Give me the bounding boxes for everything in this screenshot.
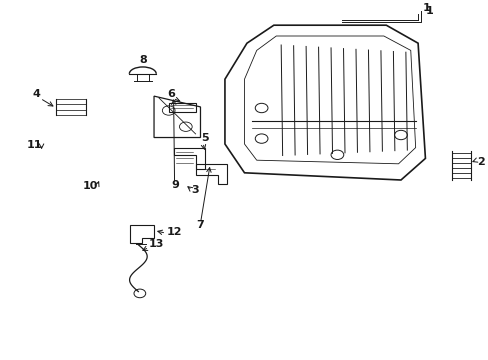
Text: 9: 9 [171, 180, 179, 190]
Text: 1: 1 [425, 6, 432, 16]
Text: 7: 7 [196, 220, 204, 230]
Text: 2: 2 [476, 157, 484, 167]
Text: 1: 1 [422, 3, 430, 13]
Text: 12: 12 [166, 227, 182, 237]
Text: 5: 5 [201, 133, 209, 143]
Text: 11: 11 [26, 140, 42, 150]
Text: 10: 10 [82, 181, 98, 191]
Text: 6: 6 [167, 89, 175, 99]
Text: 4: 4 [33, 89, 41, 99]
Text: 13: 13 [149, 239, 164, 249]
Text: 3: 3 [191, 185, 199, 195]
Text: 8: 8 [139, 55, 146, 65]
